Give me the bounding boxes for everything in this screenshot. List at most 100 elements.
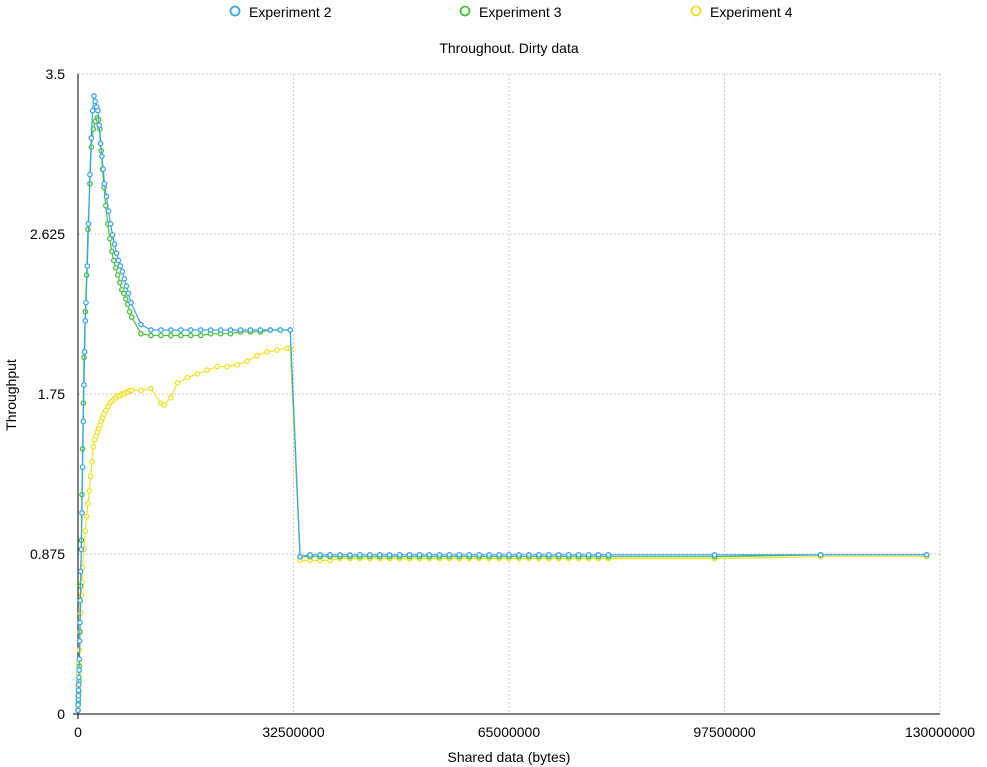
data-point [112, 264, 119, 271]
x-tick-label: 130000000 [905, 724, 975, 740]
data-point [595, 552, 602, 558]
data-point [113, 250, 120, 257]
data-point [119, 268, 126, 275]
data-point [366, 552, 373, 558]
data-point [436, 552, 443, 558]
data-point [227, 327, 234, 333]
data-point [128, 299, 134, 306]
data-point [555, 552, 562, 558]
data-point [605, 552, 612, 558]
data-point [76, 674, 82, 681]
data-point [80, 418, 87, 425]
data-point [75, 707, 81, 714]
series-3 [75, 115, 930, 714]
data-point [486, 552, 492, 558]
data-point [426, 552, 433, 558]
data-point [82, 318, 89, 324]
data-point [327, 552, 333, 558]
data-point [161, 402, 168, 408]
data-point [92, 98, 99, 105]
data-point [257, 327, 264, 333]
data-point [187, 332, 194, 339]
legend-marker [229, 5, 241, 17]
data-point [287, 327, 294, 333]
data-point [187, 327, 194, 333]
series-line [77, 116, 927, 711]
y-axis-label: Throughput [3, 359, 19, 431]
data-point [254, 352, 260, 359]
data-point [83, 513, 90, 520]
y-tick-label: 3.5 [46, 66, 66, 82]
data-point [87, 171, 93, 178]
data-point [456, 552, 463, 558]
y-tick-label: 1.75 [38, 386, 65, 402]
data-point [476, 552, 483, 558]
legend-label: Experiment 3 [479, 4, 562, 20]
legend-item-3[interactable]: Experiment 3 [459, 4, 562, 20]
data-point [506, 552, 512, 558]
x-tick-labels: 0 32500000 65000000 97500000 130000000 [74, 724, 975, 740]
data-point [100, 166, 107, 172]
data-point [516, 552, 522, 558]
data-point [817, 552, 824, 558]
legend-item-2[interactable]: Experiment 2 [229, 4, 332, 20]
data-point [197, 332, 204, 339]
data-point [356, 552, 363, 558]
data-point [274, 347, 280, 353]
series-2 [75, 93, 930, 714]
data-point [148, 332, 154, 339]
data-point [158, 327, 164, 333]
data-point [217, 327, 224, 333]
data-point [177, 332, 184, 339]
data-point [138, 321, 144, 328]
legend-marker [459, 5, 471, 17]
data-point [197, 327, 204, 333]
legend-label: Experiment 4 [710, 4, 793, 20]
series-line [77, 95, 927, 711]
data-point [545, 552, 552, 558]
data-point [287, 345, 294, 352]
data-point [297, 553, 303, 560]
data-point [81, 349, 88, 355]
data-point [565, 552, 572, 558]
data-point [120, 290, 127, 297]
data-point [89, 458, 95, 465]
data-point [347, 552, 353, 558]
data-point [105, 208, 112, 214]
data-point [99, 153, 105, 160]
data-point [107, 221, 114, 227]
legend-label: Experiment 2 [249, 4, 332, 20]
data-point [234, 361, 240, 368]
data-point [237, 327, 244, 333]
x-tick-label: 32500000 [262, 724, 325, 740]
data-point [88, 135, 95, 141]
legend-item-4[interactable]: Experiment 4 [690, 4, 793, 20]
data-point [108, 248, 115, 255]
data-point [91, 93, 97, 99]
data-point [79, 464, 86, 470]
data-point [207, 327, 214, 333]
data-point [416, 552, 423, 558]
data-point [167, 332, 174, 339]
y-tick-label: 2.625 [30, 226, 65, 242]
data-point [111, 241, 118, 247]
data-point [84, 263, 91, 269]
data-point [376, 552, 383, 558]
data-point [337, 552, 343, 558]
data-point [158, 332, 164, 339]
data-point [96, 122, 103, 129]
data-point [446, 552, 453, 558]
data-point [575, 552, 582, 558]
data-point [148, 385, 154, 392]
x-tick-label: 65000000 [478, 724, 541, 740]
data-point [78, 546, 85, 553]
x-tick-label: 0 [74, 724, 82, 740]
x-axis-label: Shared data (bytes) [448, 749, 571, 765]
data-point [247, 327, 254, 333]
data-point [386, 552, 393, 558]
chart-title: Throughout. Dirty data [439, 40, 579, 56]
data-point [184, 374, 191, 381]
data-point [317, 552, 323, 558]
data-point [83, 299, 89, 306]
data-point [585, 552, 592, 558]
